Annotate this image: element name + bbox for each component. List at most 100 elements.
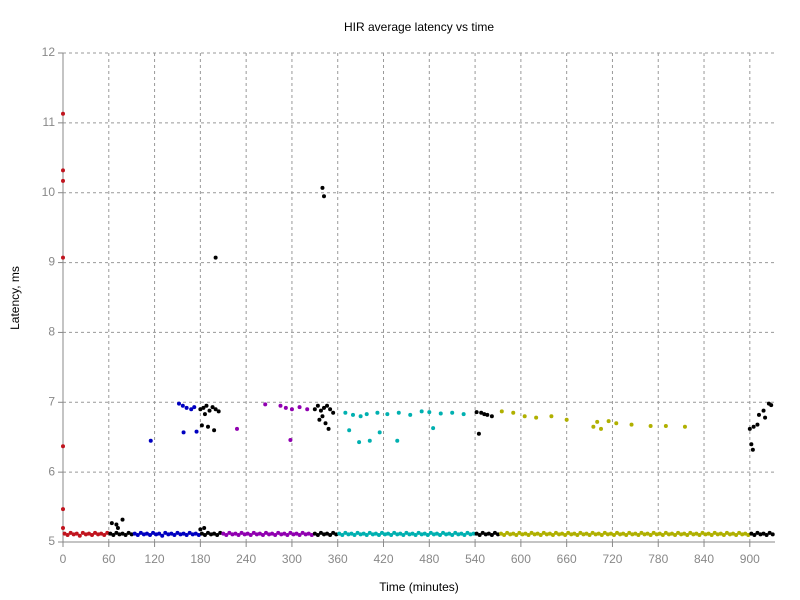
point <box>485 412 490 417</box>
point <box>315 403 320 408</box>
point <box>746 533 751 538</box>
point <box>663 424 668 429</box>
x-tick-label: 600 <box>511 552 531 566</box>
x-tick-label: 660 <box>557 552 577 566</box>
y-axis-label: Latency, ms <box>8 266 22 330</box>
point <box>618 532 623 537</box>
point <box>608 531 613 536</box>
point <box>566 530 571 535</box>
x-tick-label: 360 <box>328 552 348 566</box>
point <box>367 530 372 535</box>
point <box>276 530 281 535</box>
point <box>321 194 326 199</box>
point <box>320 414 325 419</box>
y-tick-label: 6 <box>48 464 55 478</box>
point <box>474 531 479 536</box>
point <box>184 405 189 410</box>
point <box>102 533 107 538</box>
point <box>450 410 455 415</box>
point <box>606 419 611 424</box>
point <box>413 533 418 538</box>
point <box>523 531 528 536</box>
point <box>236 533 241 538</box>
point <box>751 424 756 429</box>
point <box>175 530 180 535</box>
point <box>581 532 586 537</box>
point <box>315 533 320 538</box>
point <box>419 409 424 414</box>
point <box>550 533 555 538</box>
point <box>532 532 537 537</box>
point <box>62 531 67 536</box>
point <box>180 403 185 408</box>
point <box>715 532 720 537</box>
point <box>61 507 65 512</box>
point <box>151 530 156 535</box>
point <box>263 402 268 407</box>
point <box>270 531 275 536</box>
point <box>476 431 481 436</box>
point <box>205 424 210 429</box>
point <box>535 531 540 536</box>
point <box>636 533 641 538</box>
point <box>712 530 717 535</box>
point <box>495 532 500 537</box>
point <box>61 526 65 531</box>
point <box>544 532 549 537</box>
point <box>563 533 568 538</box>
point <box>343 410 348 415</box>
point <box>389 533 394 538</box>
y-tick-label: 9 <box>48 255 55 269</box>
x-tick-label: 180 <box>190 552 210 566</box>
y-tick-label: 11 <box>43 115 56 129</box>
point <box>367 438 372 443</box>
point <box>300 530 305 535</box>
point <box>471 531 476 536</box>
point <box>283 405 288 410</box>
point <box>257 531 262 536</box>
x-tick-label: 0 <box>60 552 67 566</box>
point <box>343 530 348 535</box>
point <box>245 531 250 536</box>
point <box>212 531 217 536</box>
point <box>688 530 693 535</box>
point <box>694 531 699 536</box>
point <box>461 412 466 417</box>
point <box>734 533 739 538</box>
point <box>318 408 323 413</box>
point <box>120 517 125 522</box>
point <box>703 532 708 537</box>
x-tick-label: 480 <box>419 552 439 566</box>
point <box>202 526 207 531</box>
point <box>731 531 736 536</box>
point <box>499 409 504 414</box>
point <box>193 531 198 536</box>
x-tick-label: 840 <box>694 552 714 566</box>
point <box>614 421 619 426</box>
point <box>630 532 635 537</box>
point <box>218 530 223 535</box>
point <box>386 531 391 536</box>
point <box>210 405 215 410</box>
point <box>755 422 760 427</box>
point <box>323 421 328 426</box>
point <box>260 533 265 538</box>
point <box>763 415 768 420</box>
point <box>727 532 732 537</box>
point <box>117 532 122 537</box>
point <box>86 531 91 536</box>
point <box>395 438 400 443</box>
point <box>202 412 207 417</box>
point <box>479 410 484 415</box>
y-tick-label: 5 <box>48 534 55 548</box>
point <box>212 428 217 433</box>
point <box>303 532 308 537</box>
point <box>408 412 413 417</box>
point <box>590 530 595 535</box>
point <box>331 530 336 535</box>
point <box>267 532 272 537</box>
point <box>309 533 314 538</box>
point <box>602 530 607 535</box>
point <box>584 531 589 536</box>
